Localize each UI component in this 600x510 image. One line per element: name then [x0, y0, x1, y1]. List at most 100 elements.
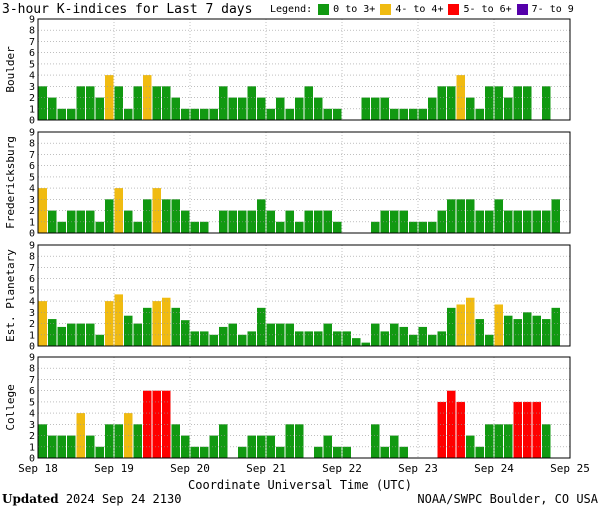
kp-bar [399, 210, 408, 233]
kp-bar [105, 199, 114, 233]
kp-bar [152, 301, 161, 346]
kp-bar [399, 446, 408, 458]
kp-bar [504, 210, 513, 233]
kp-bar [542, 210, 551, 233]
kp-bar [485, 86, 494, 120]
kp-bar [105, 424, 114, 458]
kp-bar [551, 199, 560, 233]
y-tick-label: 6 [29, 161, 35, 172]
kp-bar [57, 435, 66, 458]
y-tick-label: 4 [29, 297, 35, 308]
kp-bar [228, 210, 237, 233]
kp-bar [342, 331, 351, 346]
y-tick-label: 3 [29, 195, 35, 206]
y-tick-label: 9 [29, 353, 35, 364]
kp-bar [171, 307, 180, 346]
kp-bar [447, 199, 456, 233]
kp-bar [447, 390, 456, 458]
kp-bar [409, 221, 418, 233]
y-tick-label: 7 [29, 37, 35, 48]
kp-bar [513, 319, 522, 346]
kp-bar [238, 446, 247, 458]
kp-bar [190, 221, 199, 233]
kp-bar [266, 108, 275, 120]
kp-bar [542, 424, 551, 458]
legend-item-severe: 7- to 9 [516, 4, 574, 15]
kp-bar [494, 304, 503, 346]
x-axis-label: Coordinate Universal Time (UTC) [188, 478, 412, 492]
kp-bar [162, 297, 171, 346]
kp-bar [485, 210, 494, 233]
kp-bar [295, 221, 304, 233]
kp-bar [485, 424, 494, 458]
kp-bar [219, 210, 228, 233]
x-tick-label: Sep 25 [550, 462, 590, 475]
kp-bar [380, 331, 389, 346]
kp-bar [48, 319, 57, 346]
kp-bar [466, 297, 475, 346]
kp-bar [390, 210, 399, 233]
kp-bar [171, 97, 180, 120]
kp-bar [323, 323, 332, 346]
kp-bar [304, 331, 313, 346]
kp-bar [551, 307, 560, 346]
kp-bar [114, 294, 123, 346]
kp-bar [323, 435, 332, 458]
kp-bar [333, 446, 342, 458]
kp-bar [162, 86, 171, 120]
kp-bar [428, 334, 437, 346]
y-tick-label: 6 [29, 48, 35, 59]
y-tick-label: 6 [29, 386, 35, 397]
kp-bar [513, 401, 522, 458]
legend-item-storm: 5- to 6+ [448, 4, 512, 15]
x-tick-label: Sep 21 [246, 462, 286, 475]
kp-bar [285, 323, 294, 346]
kp-bar [456, 199, 465, 233]
kp-bar [390, 323, 399, 346]
kp-bar [114, 86, 123, 120]
y-tick-label: 2 [29, 206, 35, 217]
panel-label: Est. Planetary [4, 249, 17, 342]
kp-bar [57, 221, 66, 233]
y-tick-label: 7 [29, 375, 35, 386]
y-tick-label: 0 [29, 454, 35, 465]
kp-bar [399, 108, 408, 120]
kp-bar [314, 446, 323, 458]
kp-bar [38, 301, 47, 346]
x-tick-label: Sep 20 [170, 462, 210, 475]
kp-bar [456, 401, 465, 458]
kp-bar [333, 108, 342, 120]
legend-text-severe: 7- to 9 [531, 4, 574, 15]
kp-bar [266, 210, 275, 233]
y-tick-label: 2 [29, 319, 35, 330]
kp-bar [105, 75, 114, 120]
x-tick-label: Sep 22 [322, 462, 362, 475]
kp-bar [504, 97, 513, 120]
kp-bar [494, 424, 503, 458]
kp-bar [152, 188, 161, 233]
kp-bar [523, 401, 532, 458]
kp-bar [152, 390, 161, 458]
y-tick-label: 9 [29, 241, 35, 252]
kp-bar [105, 301, 114, 346]
kp-bar [371, 221, 380, 233]
kp-bar [209, 108, 218, 120]
kp-bar [371, 97, 380, 120]
kp-bar [219, 424, 228, 458]
kp-bar [542, 319, 551, 346]
legend-swatch-storm [448, 4, 460, 15]
kp-bar [114, 188, 123, 233]
kp-bar [209, 334, 218, 346]
kp-bar [437, 331, 446, 346]
legend-text-quiet: 0 to 3+ [333, 4, 376, 15]
legend-label: Legend: [270, 4, 313, 15]
y-tick-label: 6 [29, 274, 35, 285]
kp-bar [276, 97, 285, 120]
legend-swatch-quiet [318, 4, 330, 15]
kp-bar [133, 86, 142, 120]
kp-bar [181, 108, 190, 120]
kp-bar [76, 86, 85, 120]
kp-bar [162, 199, 171, 233]
kp-bar [95, 446, 104, 458]
kp-bar [200, 108, 209, 120]
